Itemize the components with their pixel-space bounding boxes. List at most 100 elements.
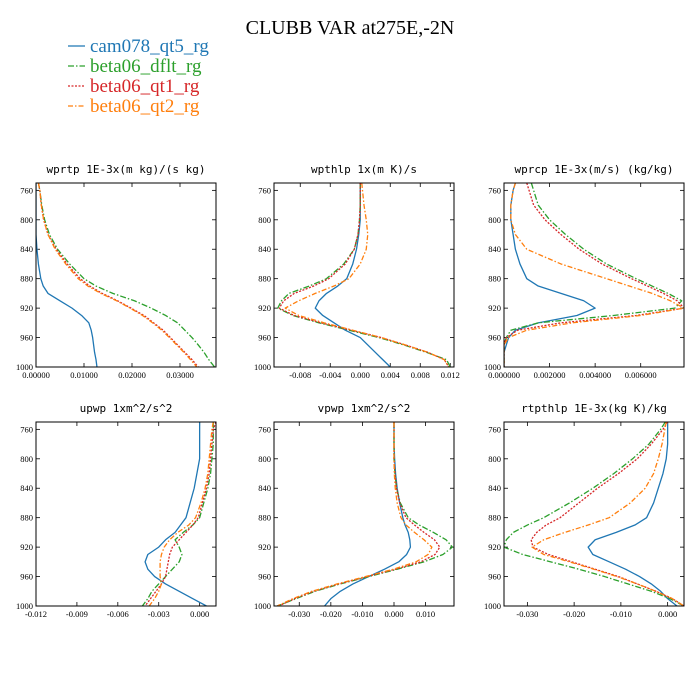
y-tick-label: 920 <box>258 542 271 552</box>
plot-frame <box>273 421 455 607</box>
x-tick-label: -0.010 <box>351 609 373 619</box>
x-tick-label: 0.03000 <box>166 370 194 380</box>
series-line-beta06_qt1_rg <box>504 183 684 367</box>
series-line-beta06_dflt_rg <box>504 183 683 367</box>
panel-0: wprtp 1E-3x(m kg)/(s kg) 760 800 840 880 920 9… <box>16 163 217 380</box>
series-line-beta06_dflt_rg <box>277 183 451 367</box>
series-line-cam078_qt5_rg <box>314 183 391 367</box>
y-tick-label: 760 <box>258 185 271 195</box>
y-tick-label: 1000 <box>484 362 501 372</box>
x-tick-label: 0.000 <box>658 609 677 619</box>
y-tick-label: 960 <box>488 333 501 343</box>
y-tick-label: 760 <box>20 424 33 434</box>
x-tick-label: 0.000000 <box>488 370 520 380</box>
series-line-beta06_qt2_rg <box>531 422 684 606</box>
panel-4: vpwp 1xm^2/s^2 760 800 840 880 920 960 1000 -0.0… <box>254 402 455 619</box>
x-tick-label: -0.012 <box>25 609 47 619</box>
y-tick-label: 800 <box>258 454 271 464</box>
series-line-beta06_qt1_rg <box>37 183 199 367</box>
panel-3: upwp 1xm^2/s^27608008408809209601000-0.0… <box>16 402 217 619</box>
plot-frame <box>273 182 455 368</box>
series-line-beta06_qt2_rg <box>37 183 198 367</box>
plot-frame <box>503 421 685 607</box>
x-tick-label: 0.000 <box>384 609 403 619</box>
x-tick-label: 0.000 <box>190 609 209 619</box>
x-tick-label: 0.02000 <box>118 370 146 380</box>
series-line-cam078_qt5_rg <box>36 183 98 367</box>
y-tick-label: 1000 <box>16 601 33 611</box>
y-tick-label: 960 <box>258 572 271 582</box>
y-tick-label: 1000 <box>484 601 501 611</box>
y-tick-label: 840 <box>20 483 33 493</box>
y-tick-label: 880 <box>488 274 501 284</box>
plot-frame <box>35 182 217 368</box>
series-line-cam078_qt5_rg <box>324 422 412 606</box>
y-tick-label: 1000 <box>254 362 271 372</box>
y-tick-label: 840 <box>20 244 33 254</box>
series-line-cam078_qt5_rg <box>144 422 207 606</box>
x-tick-label: 0.004 <box>381 370 401 380</box>
series-line-cam078_qt5_rg <box>587 422 678 606</box>
series-line-beta06_qt1_rg <box>278 183 450 367</box>
y-tick-label: 840 <box>258 483 271 493</box>
x-tick-label: 0.010 <box>416 609 435 619</box>
legend-label-1: beta06_dflt_rg <box>90 56 202 77</box>
y-tick-label: 760 <box>488 424 501 434</box>
y-tick-label: 840 <box>488 244 501 254</box>
y-tick-label: 800 <box>488 454 501 464</box>
panel-5: rtpthlp 1E-3x(kg K)/kg 760 800 840 880 920 960… <box>484 402 685 619</box>
series-line-beta06_qt2_rg <box>276 422 433 606</box>
y-tick-label: 800 <box>258 215 271 225</box>
series-line-beta06_qt2_rg <box>284 183 450 367</box>
y-tick-label: 800 <box>20 454 33 464</box>
y-tick-label: 800 <box>20 215 33 225</box>
x-tick-label: 0.008 <box>411 370 430 380</box>
panel-1: wpthlp 1x(m K)/s 760 800 840 880 920 960 1000 -0… <box>254 163 460 380</box>
x-tick-label: 0.002000 <box>534 370 566 380</box>
x-tick-label: 0.000 <box>351 370 370 380</box>
y-tick-label: 960 <box>258 333 271 343</box>
y-tick-label: 840 <box>488 483 501 493</box>
x-tick-label: 0.012 <box>441 370 460 380</box>
y-tick-label: 880 <box>20 513 33 523</box>
x-tick-label: -0.003 <box>148 609 170 619</box>
series-line-cam078_qt5_rg <box>504 183 596 367</box>
x-tick-label: 0.004000 <box>579 370 611 380</box>
y-tick-label: 920 <box>488 542 501 552</box>
y-tick-label: 960 <box>488 572 501 582</box>
x-tick-label: -0.030 <box>516 609 538 619</box>
y-tick-label: 760 <box>258 424 271 434</box>
y-tick-label: 840 <box>258 244 271 254</box>
x-tick-label: -0.010 <box>610 609 632 619</box>
panel-title: vpwp 1xm^2/s^2 <box>318 402 411 415</box>
series-line-beta06_dflt_rg <box>37 183 216 367</box>
panels: wprtp 1E-3x(m kg)/(s kg) 760 800 840 880 920 9… <box>16 163 685 619</box>
series-line-beta06_dflt_rg <box>141 422 214 606</box>
x-tick-label: 0.006000 <box>625 370 657 380</box>
x-tick-label: 0.01000 <box>70 370 98 380</box>
x-tick-label: -0.004 <box>319 370 342 380</box>
y-tick-label: 760 <box>20 185 33 195</box>
figure-title: CLUBB VAR at275E,-2N <box>246 17 455 39</box>
x-tick-label: 0.00000 <box>22 370 50 380</box>
y-tick-label: 920 <box>20 542 33 552</box>
y-tick-label: 920 <box>488 303 501 313</box>
panel-title: rtpthlp 1E-3x(kg K)/kg <box>521 402 667 415</box>
panel-title: wprcp 1E-3x(m/s) (kg/kg) <box>515 163 674 176</box>
x-tick-label: -0.030 <box>288 609 310 619</box>
y-tick-label: 1000 <box>254 601 271 611</box>
plot-frame <box>35 421 217 607</box>
x-tick-label: -0.008 <box>289 370 311 380</box>
series-line-beta06_dflt_rg <box>504 422 684 606</box>
y-tick-label: 920 <box>258 303 271 313</box>
panel-title: wpthlp 1x(m K)/s <box>311 163 417 176</box>
y-tick-label: 880 <box>258 513 271 523</box>
y-tick-label: 1000 <box>16 362 33 372</box>
x-tick-label: -0.020 <box>320 609 342 619</box>
y-tick-label: 880 <box>258 274 271 284</box>
x-tick-label: -0.006 <box>107 609 129 619</box>
legend-label-0: cam078_qt5_rg <box>90 36 209 57</box>
series-line-beta06_qt2_rg <box>148 422 214 606</box>
series-line-beta06_qt1_rg <box>144 422 216 606</box>
